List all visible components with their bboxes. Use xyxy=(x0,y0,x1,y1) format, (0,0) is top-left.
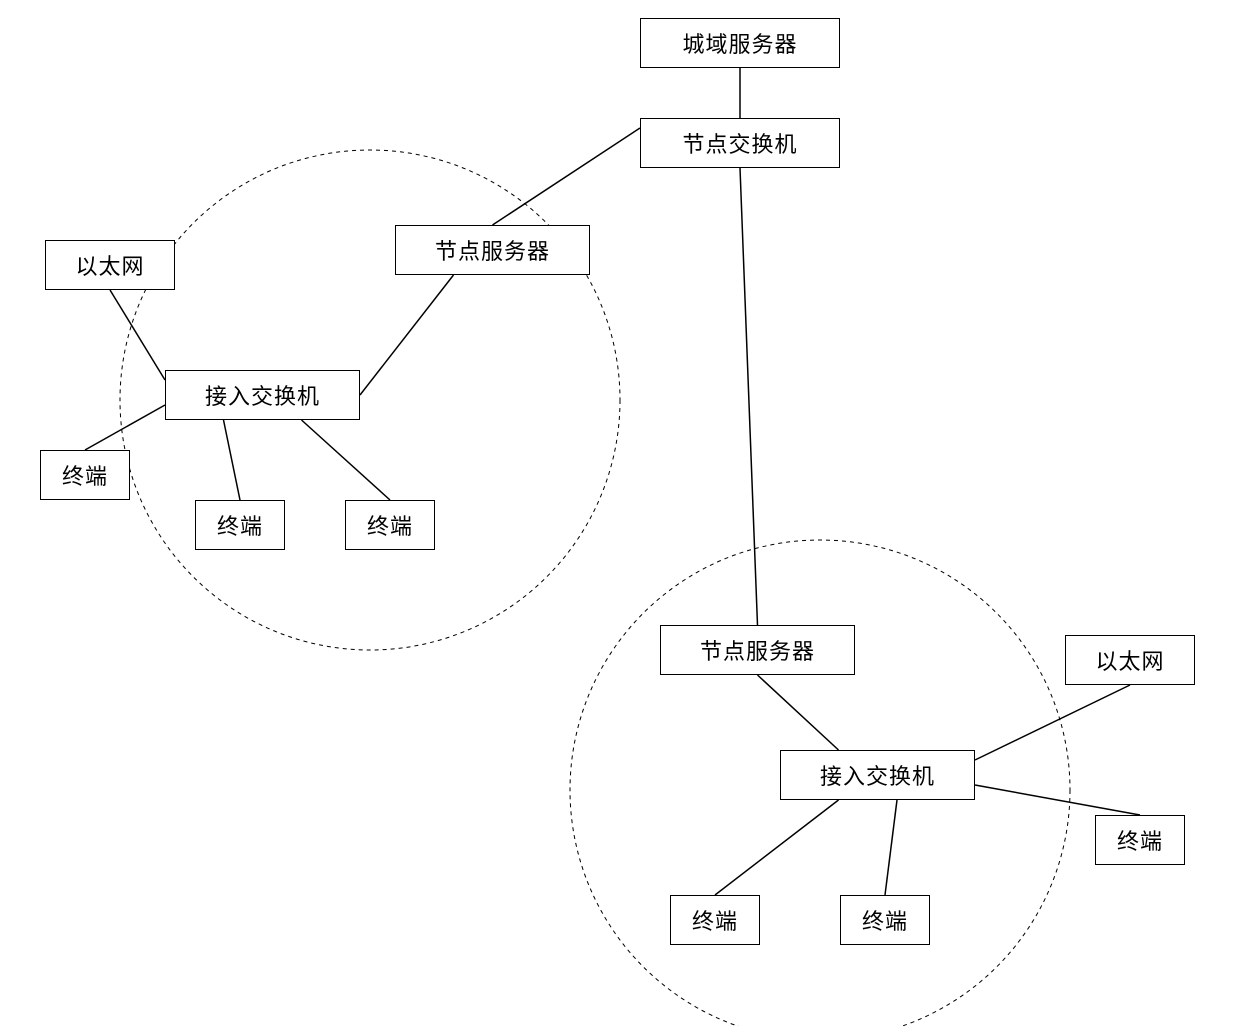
edge xyxy=(224,420,241,500)
node-access-switch-2: 接入交换机 xyxy=(780,750,975,800)
node-terminal-2b: 终端 xyxy=(840,895,930,945)
node-terminal-ext-2: 终端 xyxy=(1095,815,1185,865)
node-label: 节点交换机 xyxy=(682,127,797,159)
node-terminal-1b: 终端 xyxy=(345,500,435,550)
edge xyxy=(110,290,165,380)
node-label: 城域服务器 xyxy=(682,27,797,59)
node-ethernet-1: 以太网 xyxy=(45,240,175,290)
edge xyxy=(493,128,641,225)
node-metro-server: 城域服务器 xyxy=(640,18,840,68)
node-label: 接入交换机 xyxy=(820,759,935,791)
svg-layer xyxy=(0,0,1240,1026)
node-terminal-2a: 终端 xyxy=(670,895,760,945)
node-label: 节点服务器 xyxy=(700,634,815,666)
node-label: 终端 xyxy=(862,904,908,936)
edge xyxy=(975,685,1130,760)
node-node-switch: 节点交换机 xyxy=(640,118,840,168)
node-label: 接入交换机 xyxy=(205,379,320,411)
node-label: 节点服务器 xyxy=(435,234,550,266)
node-label: 以太网 xyxy=(1095,644,1164,676)
node-label: 终端 xyxy=(217,509,263,541)
node-label: 终端 xyxy=(62,459,108,491)
node-access-switch-1: 接入交换机 xyxy=(165,370,360,420)
edge xyxy=(740,168,758,625)
edge xyxy=(360,275,454,395)
node-label: 终端 xyxy=(1117,824,1163,856)
node-label: 终端 xyxy=(367,509,413,541)
node-label: 以太网 xyxy=(75,249,144,281)
node-terminal-1a: 终端 xyxy=(195,500,285,550)
edge xyxy=(758,675,839,750)
edge xyxy=(302,420,391,500)
diagram-canvas: 城域服务器节点交换机节点服务器以太网接入交换机终端终端终端节点服务器接入交换机以… xyxy=(0,0,1240,1026)
node-ethernet-2: 以太网 xyxy=(1065,635,1195,685)
edge xyxy=(715,800,839,895)
edge xyxy=(975,785,1140,815)
node-terminal-ext-1: 终端 xyxy=(40,450,130,500)
edge xyxy=(85,405,165,450)
node-node-server-2: 节点服务器 xyxy=(660,625,855,675)
node-label: 终端 xyxy=(692,904,738,936)
node-node-server-1: 节点服务器 xyxy=(395,225,590,275)
edge xyxy=(885,800,897,895)
